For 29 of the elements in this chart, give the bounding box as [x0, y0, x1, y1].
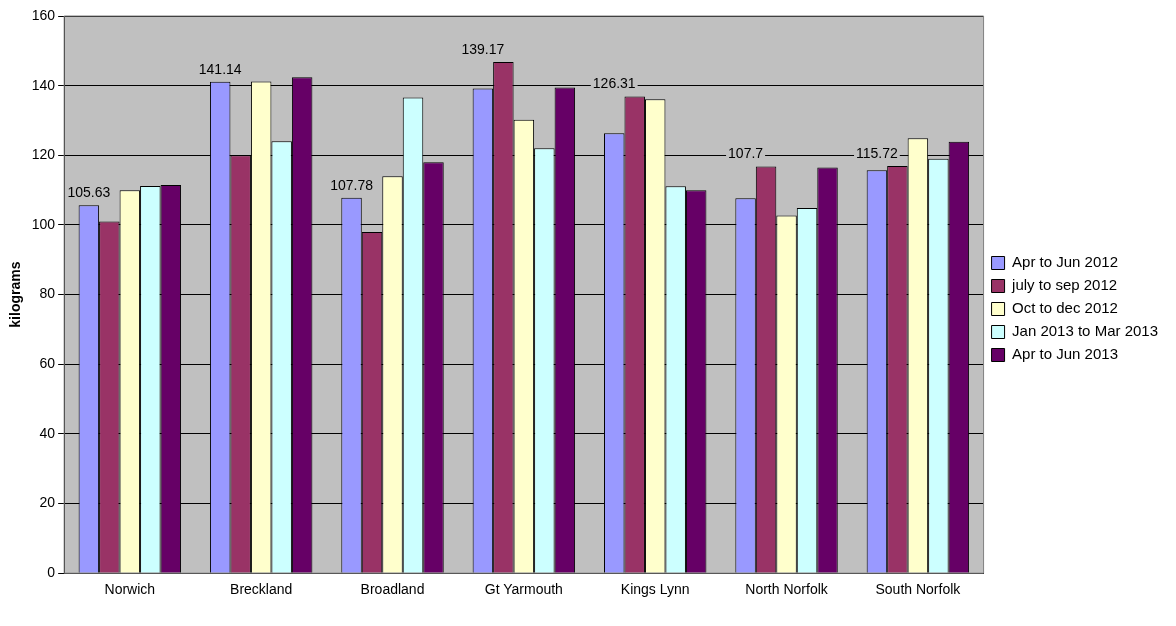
y-tick-label: 0 [47, 564, 56, 581]
legend-label: Oct to dec 2012 [1012, 299, 1118, 317]
x-tick-label: South Norfolk [875, 581, 962, 598]
data-label: 107.7 [728, 145, 764, 162]
y-tick-label: 120 [31, 146, 56, 163]
x-tick-label: Broadland [360, 581, 425, 598]
data-label: 141.14 [198, 60, 242, 77]
y-tick-label: 40 [39, 424, 56, 441]
x-tick-label: North Norfolk [745, 581, 829, 598]
legend-label: july to sep 2012 [1011, 276, 1118, 294]
x-tick-label: Norwich [104, 581, 156, 598]
y-tick-label: 140 [31, 76, 56, 93]
y-tick-label: 60 [39, 355, 56, 372]
legend-label: Apr to Jun 2012 [1012, 253, 1118, 271]
data-label: 115.72 [856, 144, 899, 161]
y-axis-title: kilograms [7, 261, 24, 328]
y-tick-label: 100 [31, 215, 56, 232]
x-tick-label: Breckland [230, 581, 293, 598]
x-tick-label: Kings Lynn [620, 581, 690, 598]
x-tick-label: Gt Yarmouth [484, 581, 563, 598]
legend-label: Apr to Jun 2013 [1012, 345, 1118, 363]
data-label: 107.78 [330, 176, 374, 193]
data-label: 105.63 [67, 184, 111, 201]
y-tick-label: 20 [39, 494, 56, 511]
data-label: 126.31 [592, 75, 636, 92]
y-tick-label: 160 [31, 6, 56, 23]
legend-label: Jan 2013 to Mar 2013 [1012, 322, 1158, 340]
y-tick-label: 80 [39, 285, 56, 302]
data-label: 139.17 [461, 40, 505, 57]
